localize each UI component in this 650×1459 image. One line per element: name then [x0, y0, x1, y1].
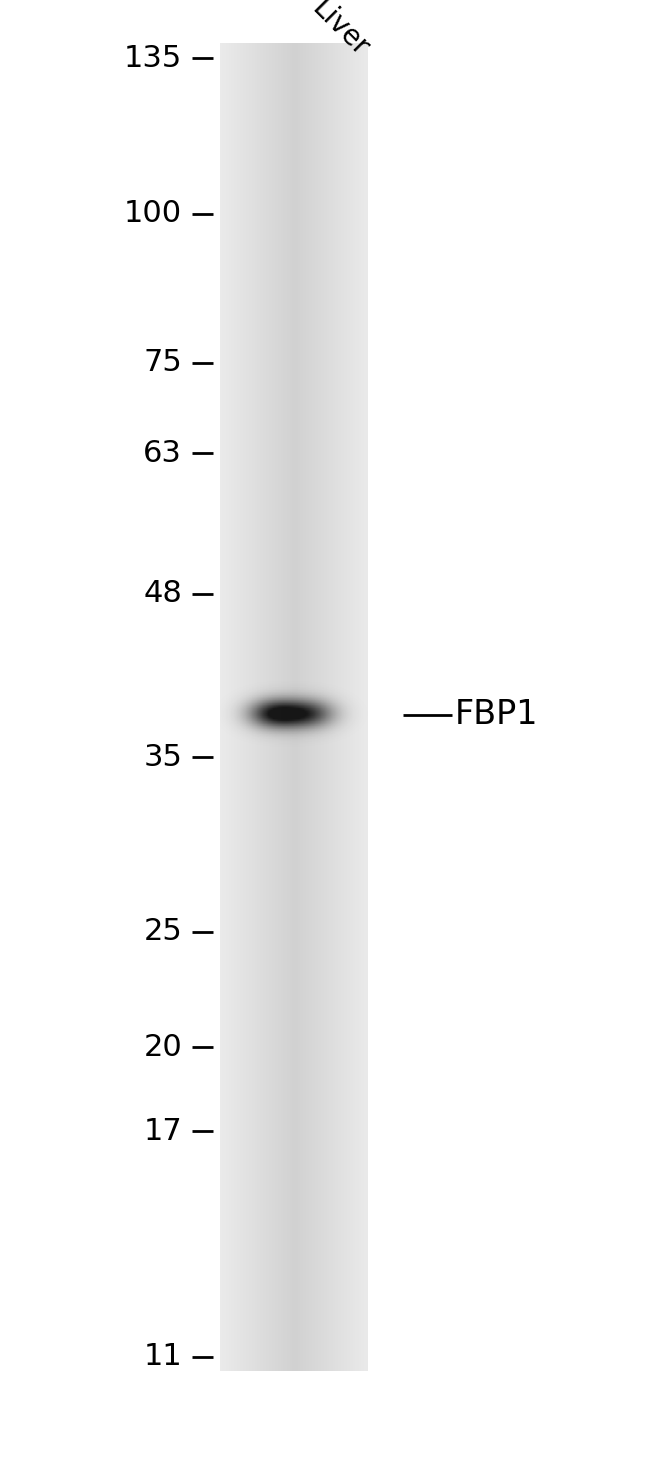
Text: 25: 25 [143, 918, 182, 947]
Text: 48: 48 [143, 579, 182, 608]
Text: 20: 20 [143, 1033, 182, 1062]
Text: 75: 75 [143, 349, 182, 378]
Text: 35: 35 [143, 743, 182, 772]
Text: 11: 11 [143, 1342, 182, 1371]
Text: 63: 63 [143, 439, 182, 467]
Text: 135: 135 [124, 44, 182, 73]
Text: Liver: Liver [307, 0, 374, 63]
Text: 17: 17 [143, 1118, 182, 1145]
Text: FBP1: FBP1 [455, 699, 538, 731]
Text: 100: 100 [124, 200, 182, 228]
